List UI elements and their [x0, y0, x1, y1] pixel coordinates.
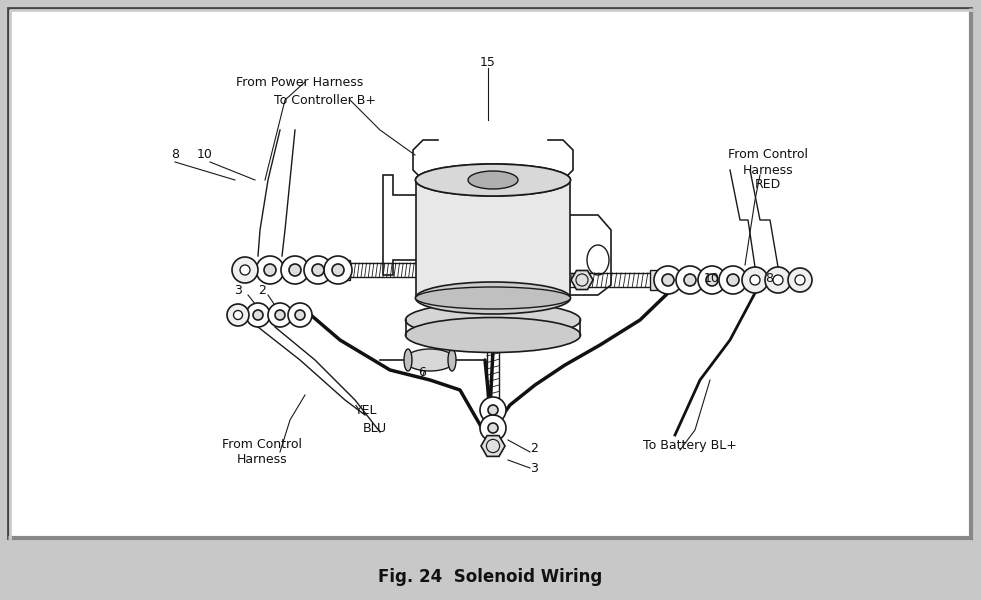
Circle shape [232, 257, 258, 283]
Text: 2: 2 [258, 283, 266, 296]
Circle shape [719, 266, 747, 294]
Circle shape [684, 274, 696, 286]
Bar [650, 270, 668, 290]
Text: 10: 10 [197, 148, 213, 161]
Circle shape [488, 405, 498, 415]
Ellipse shape [416, 287, 571, 309]
FancyBboxPatch shape [8, 8, 971, 538]
Circle shape [480, 397, 506, 423]
Circle shape [750, 275, 760, 285]
Text: To Battery BL+: To Battery BL+ [644, 439, 737, 451]
Circle shape [304, 256, 332, 284]
Ellipse shape [404, 349, 412, 371]
Ellipse shape [405, 317, 581, 352]
Text: 3: 3 [530, 461, 538, 475]
Circle shape [288, 303, 312, 327]
Circle shape [268, 303, 292, 327]
Circle shape [264, 264, 276, 276]
Circle shape [727, 274, 739, 286]
Ellipse shape [448, 349, 456, 371]
Text: To Controller B+: To Controller B+ [274, 94, 376, 107]
Text: 8: 8 [171, 148, 179, 161]
Circle shape [676, 266, 704, 294]
Text: BLU: BLU [363, 421, 387, 434]
Circle shape [480, 415, 506, 441]
Ellipse shape [416, 282, 571, 314]
Text: From Control
Harness
RED: From Control Harness RED [728, 148, 808, 191]
Circle shape [706, 274, 718, 286]
Circle shape [698, 266, 726, 294]
Circle shape [662, 274, 674, 286]
Circle shape [295, 310, 305, 320]
Text: 8: 8 [765, 271, 773, 284]
Circle shape [233, 311, 242, 319]
Circle shape [281, 256, 309, 284]
Ellipse shape [405, 302, 581, 337]
Text: 3: 3 [234, 283, 242, 296]
Text: 6: 6 [418, 365, 426, 379]
Circle shape [654, 266, 682, 294]
Ellipse shape [405, 349, 455, 371]
Text: Fig. 24  Solenoid Wiring: Fig. 24 Solenoid Wiring [378, 568, 602, 586]
Text: YEL: YEL [355, 403, 378, 416]
Text: From Control
Harness: From Control Harness [222, 438, 302, 466]
Circle shape [795, 275, 805, 285]
Polygon shape [481, 436, 505, 457]
Ellipse shape [468, 171, 518, 189]
Circle shape [324, 256, 352, 284]
Circle shape [256, 256, 284, 284]
Circle shape [253, 310, 263, 320]
Ellipse shape [416, 164, 571, 196]
Circle shape [332, 264, 344, 276]
Circle shape [240, 265, 250, 275]
Text: 2: 2 [530, 442, 538, 455]
Circle shape [765, 267, 791, 293]
Circle shape [788, 268, 812, 292]
Ellipse shape [416, 164, 571, 196]
Text: 10: 10 [704, 271, 720, 284]
Bar [416, 180, 570, 298]
Circle shape [227, 304, 249, 326]
Text: From Power Harness: From Power Harness [236, 76, 364, 88]
Circle shape [312, 264, 324, 276]
Circle shape [773, 275, 783, 285]
Bar [332, 260, 350, 280]
Text: 15: 15 [480, 55, 496, 68]
Circle shape [742, 267, 768, 293]
Circle shape [275, 310, 285, 320]
Circle shape [488, 423, 498, 433]
Polygon shape [571, 271, 593, 290]
Circle shape [289, 264, 301, 276]
Circle shape [246, 303, 270, 327]
